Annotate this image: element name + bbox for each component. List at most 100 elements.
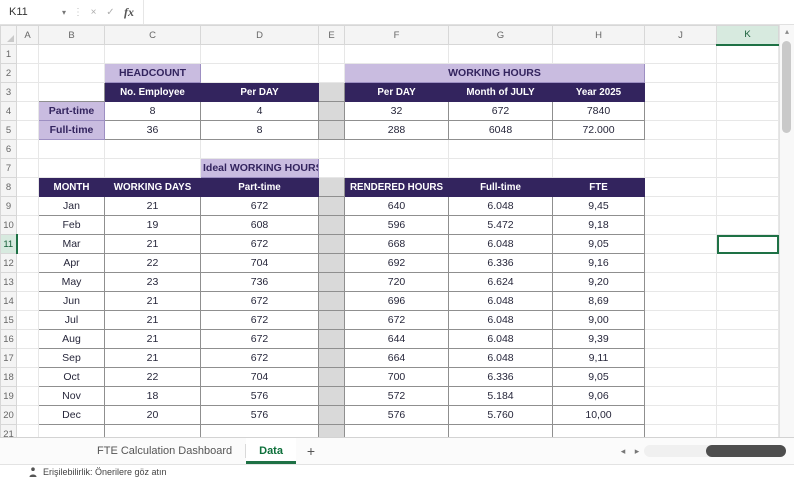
grid-cell[interactable] — [716, 120, 779, 140]
cell-F5[interactable]: 288 — [344, 120, 449, 140]
row-header-9[interactable]: 9 — [0, 196, 17, 216]
scroll-right-icon[interactable]: ▸ — [634, 445, 640, 456]
grid-cell[interactable] — [16, 63, 39, 83]
cell-F12[interactable]: 692 — [344, 253, 449, 273]
cell-C19[interactable]: 18 — [104, 386, 201, 406]
selected-cell[interactable] — [716, 234, 779, 254]
cell-F15[interactable]: 672 — [344, 310, 449, 330]
header-year-2025[interactable]: Year 2025 — [552, 82, 645, 102]
cell-G4[interactable]: 672 — [448, 101, 553, 121]
grid-cell[interactable] — [318, 63, 345, 83]
spacer-cell[interactable] — [318, 253, 345, 273]
cell-B11[interactable]: Mar — [38, 234, 105, 254]
grid-cell[interactable] — [344, 158, 449, 178]
spacer-cell[interactable] — [318, 424, 345, 437]
grid-cell[interactable] — [644, 196, 717, 216]
spacer-cell[interactable] — [318, 272, 345, 292]
name-box[interactable]: K11 ▾ — [0, 0, 71, 24]
header-month-of-july[interactable]: Month of JULY — [448, 82, 553, 102]
grid-cell[interactable] — [644, 44, 717, 64]
column-header-J[interactable]: J — [644, 25, 717, 45]
spacer-cell[interactable] — [318, 120, 345, 140]
row-header-8[interactable]: 8 — [0, 177, 17, 197]
cell-H10[interactable]: 9,18 — [552, 215, 645, 235]
row-header-13[interactable]: 13 — [0, 272, 17, 292]
grid-cell[interactable] — [16, 367, 39, 387]
grid-cell[interactable] — [16, 253, 39, 273]
accessibility-status-text[interactable]: Erişilebilirlik: Önerilere göz atın — [43, 467, 167, 477]
cell-B16[interactable]: Aug — [38, 329, 105, 349]
grid-cell[interactable] — [716, 63, 779, 83]
grid-cell[interactable] — [16, 348, 39, 368]
header-fulltime[interactable]: Full-time — [448, 177, 553, 197]
spacer-cell[interactable] — [318, 405, 345, 425]
column-header-B[interactable]: B — [38, 25, 105, 45]
cell-G18[interactable]: 6.336 — [448, 367, 553, 387]
grid-cell[interactable] — [644, 310, 717, 330]
drag-handle-icon[interactable]: ⋮ — [73, 6, 83, 18]
grid-cell[interactable] — [16, 272, 39, 292]
header-per-day[interactable]: Per DAY — [200, 82, 319, 102]
cell-F16[interactable]: 644 — [344, 329, 449, 349]
grid-cell[interactable] — [716, 139, 779, 159]
grid-cell[interactable] — [344, 139, 449, 159]
grid-cell[interactable] — [448, 158, 553, 178]
header-working-days[interactable]: WORKING DAYS — [104, 177, 201, 197]
cell-G11[interactable]: 6.048 — [448, 234, 553, 254]
grid-cell[interactable] — [552, 44, 645, 64]
spacer-cell[interactable] — [318, 82, 345, 102]
row-header-20[interactable]: 20 — [0, 405, 17, 425]
cell-B13[interactable]: May — [38, 272, 105, 292]
cell-H19[interactable]: 9,06 — [552, 386, 645, 406]
cell-H5[interactable]: 72.000 — [552, 120, 645, 140]
formula-input[interactable] — [143, 0, 794, 24]
grid-cell[interactable] — [16, 44, 39, 64]
grid-cell[interactable] — [16, 329, 39, 349]
cell-C18[interactable]: 22 — [104, 367, 201, 387]
cell-D12[interactable]: 704 — [200, 253, 319, 273]
working-hours-title-cell[interactable]: WORKING HOURS — [344, 63, 645, 83]
grid-cell[interactable] — [644, 386, 717, 406]
row-header-3[interactable]: 3 — [0, 82, 17, 102]
spacer-cell[interactable] — [318, 234, 345, 254]
parttime-label-cell[interactable]: Part-time — [38, 101, 105, 121]
grid-cell[interactable] — [644, 424, 717, 437]
grid-cell[interactable] — [16, 215, 39, 235]
cell-B10[interactable]: Feb — [38, 215, 105, 235]
grid-cell[interactable] — [716, 386, 779, 406]
grid-cell[interactable] — [104, 424, 201, 437]
grid-cell[interactable] — [716, 101, 779, 121]
grid-cell[interactable] — [16, 386, 39, 406]
grid-cell[interactable] — [644, 253, 717, 273]
grid-cell[interactable] — [104, 139, 201, 159]
header-rendered-hours[interactable]: RENDERED HOURS — [344, 177, 449, 197]
grid-cell[interactable] — [716, 215, 779, 235]
row-header-16[interactable]: 16 — [0, 329, 17, 349]
grid-cell[interactable] — [716, 405, 779, 425]
add-sheet-button[interactable]: + — [306, 443, 316, 459]
grid-cell[interactable] — [644, 63, 717, 83]
grid-cell[interactable] — [644, 158, 717, 178]
grid-cell[interactable] — [644, 234, 717, 254]
header-parttime[interactable]: Part-time — [200, 177, 319, 197]
grid-cell[interactable] — [716, 196, 779, 216]
column-header-D[interactable]: D — [200, 25, 319, 45]
cell-H17[interactable]: 9,11 — [552, 348, 645, 368]
cell-G19[interactable]: 5.184 — [448, 386, 553, 406]
cell-D13[interactable]: 736 — [200, 272, 319, 292]
grid-cell[interactable] — [552, 158, 645, 178]
grid-cell[interactable] — [200, 139, 319, 159]
grid-cell[interactable] — [552, 139, 645, 159]
cell-C4[interactable]: 8 — [104, 101, 201, 121]
spacer-cell[interactable] — [318, 196, 345, 216]
vertical-scrollbar[interactable]: ▴ — [779, 25, 794, 437]
grid-cell[interactable] — [38, 82, 105, 102]
cell-F9[interactable]: 640 — [344, 196, 449, 216]
cell-F11[interactable]: 668 — [344, 234, 449, 254]
grid-cell[interactable] — [644, 367, 717, 387]
grid-cell[interactable] — [318, 158, 345, 178]
grid-cell[interactable] — [716, 329, 779, 349]
cell-H4[interactable]: 7840 — [552, 101, 645, 121]
row-header-12[interactable]: 12 — [0, 253, 17, 273]
cell-F13[interactable]: 720 — [344, 272, 449, 292]
